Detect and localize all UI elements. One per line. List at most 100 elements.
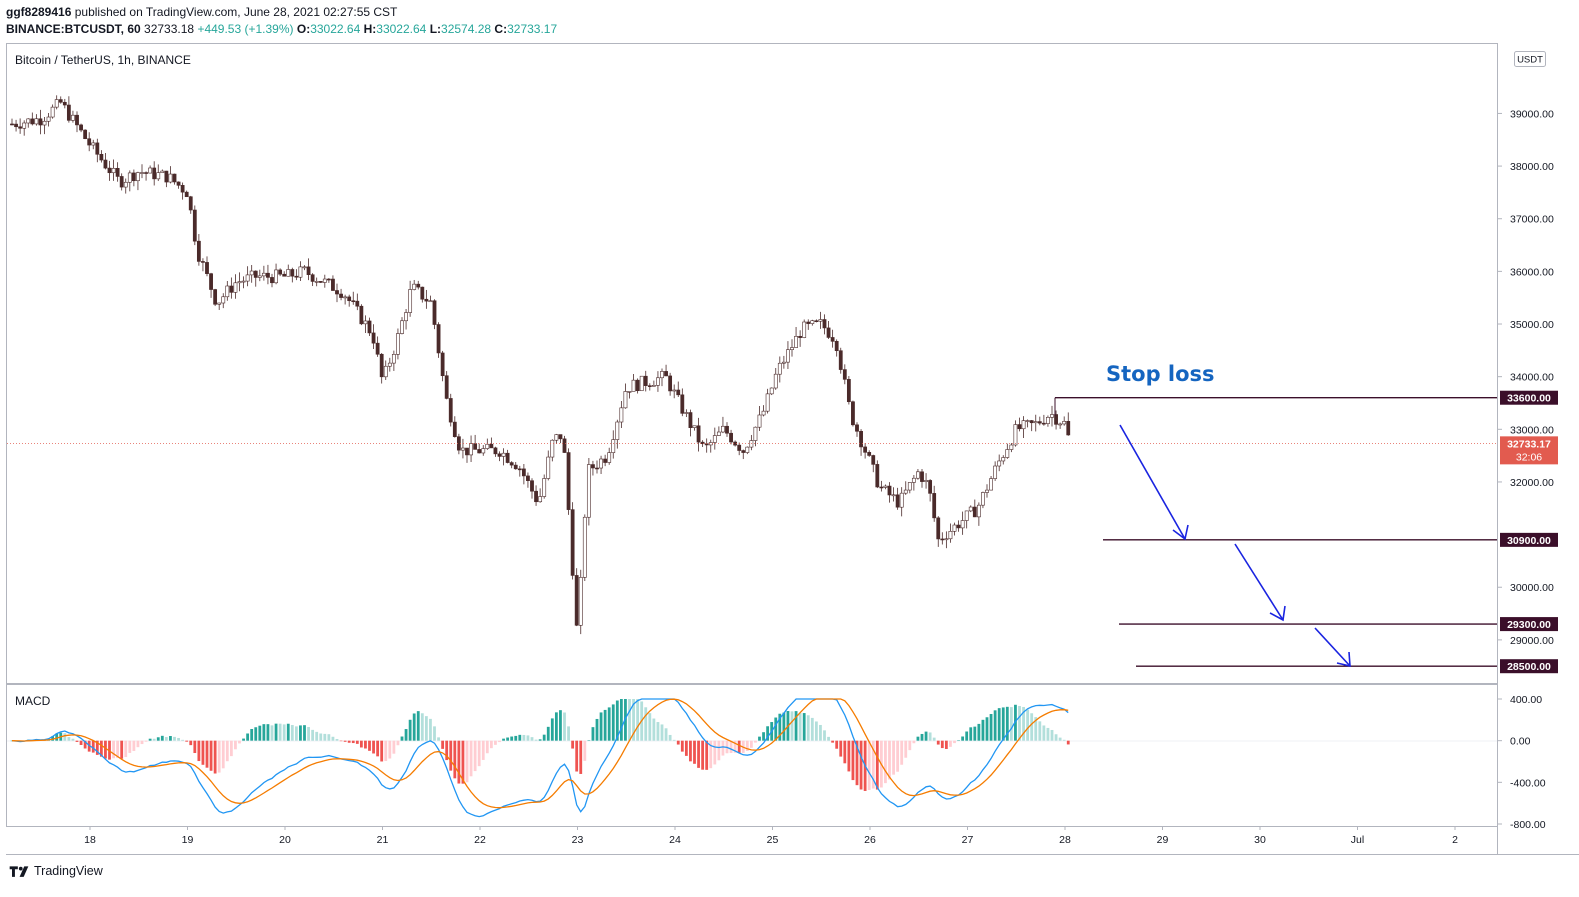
candle-body-99 (412, 283, 417, 290)
macd-bar-85 (355, 740, 359, 744)
macd-bar-69 (290, 725, 294, 741)
macd-bar-128 (530, 737, 534, 741)
candle-body-16 (75, 114, 79, 126)
time-tick-10: 28 (1059, 834, 1071, 846)
publisher-name[interactable]: ggf8289416 (6, 5, 72, 19)
macd-bar-26 (116, 740, 120, 758)
macd-bar-93 (388, 740, 392, 759)
candle-body-233 (956, 524, 961, 529)
footer-brand[interactable]: TradingView (8, 864, 103, 878)
candle-body-221 (907, 482, 912, 491)
macd-bar-227 (932, 737, 936, 741)
candle-body-189 (777, 362, 782, 375)
candle-body-5 (30, 118, 35, 125)
macd-bar-149 (615, 700, 619, 741)
change-label: +449.53 (+1.39%) (197, 22, 294, 36)
macd-bar-142 (587, 740, 591, 741)
candle-body-240 (985, 489, 989, 493)
candle-body-48 (205, 262, 209, 274)
macd-bar-103 (429, 718, 432, 741)
macd-bar-230 (944, 740, 948, 749)
candle-body-87 (363, 320, 368, 325)
candle-body-22 (99, 153, 104, 161)
macd-bar-112 (465, 740, 469, 783)
time-tick-13: Jul (1351, 834, 1364, 846)
candle-body-229 (940, 538, 945, 541)
macd-bar-46 (197, 740, 201, 762)
macd-bar-38 (164, 737, 168, 741)
level-tag-label-1: 30900.00 (1507, 535, 1551, 547)
candle-body-69 (290, 269, 295, 277)
candle-body-158 (651, 385, 656, 387)
candle-body-180 (741, 450, 746, 453)
candle-body-46 (196, 240, 201, 262)
candle-body-148 (611, 439, 616, 453)
candle-body-101 (420, 286, 425, 300)
candle-body-247 (1013, 424, 1018, 446)
macd-bar-243 (997, 708, 1001, 741)
close-label: C: (494, 22, 508, 36)
high-label: H: (363, 22, 377, 36)
currency-badge[interactable]: USDT (1514, 51, 1546, 67)
candle-body-176 (725, 425, 729, 434)
candle-body-181 (745, 446, 750, 453)
time-tick-9: 27 (962, 834, 974, 846)
level-tag-label-0: 33600.00 (1507, 393, 1551, 405)
candle-body-117 (485, 443, 490, 449)
macd-bar-184 (758, 736, 761, 741)
level-tag-2 (1500, 617, 1558, 632)
macd-bar-67 (282, 724, 286, 741)
candle-body-235 (964, 510, 969, 521)
candle-body-217 (891, 494, 896, 497)
price-tick-5: 34000.00 (1510, 372, 1554, 384)
macd-bar-208 (855, 740, 859, 786)
candle-body-84 (351, 300, 356, 303)
macd-bar-234 (961, 736, 965, 741)
macd-tick-1: 0.00 (1510, 736, 1531, 748)
macd-bar-216 (888, 740, 891, 780)
candle-body-153 (631, 379, 636, 392)
macd-bar-248 (1018, 706, 1021, 741)
macd-bar-111 (461, 740, 465, 784)
macd-bar-171 (705, 740, 709, 770)
candle-body-82 (343, 296, 348, 299)
time-tick-12: 30 (1254, 834, 1266, 846)
candle-body-7 (38, 118, 43, 126)
macd-bar-71 (299, 725, 302, 741)
candle-body-198 (814, 320, 819, 322)
macd-bar-45 (193, 740, 197, 754)
macd-bar-110 (457, 740, 461, 784)
macd-bar-130 (538, 739, 542, 741)
price-tick-0: 39000.00 (1510, 108, 1554, 120)
time-tick-4: 22 (474, 834, 486, 846)
macd-bar-173 (713, 740, 717, 765)
signal-line (11, 698, 1069, 809)
candle-body-9 (46, 116, 51, 122)
macd-bar-196 (806, 715, 810, 741)
macd-bar-172 (709, 740, 713, 769)
macd-bar-206 (847, 740, 851, 772)
macd-bar-143 (591, 727, 595, 741)
low-value: 32574.28 (441, 22, 492, 36)
macd-axis-ticks: 400.00 0.00 -400.00 -800.00 (1497, 694, 1546, 831)
candle-body-252 (1033, 421, 1038, 424)
candle-body-151 (623, 391, 628, 409)
candle-body-62 (261, 272, 266, 277)
macd-bar-123 (510, 736, 514, 741)
arrow-2 (1234, 543, 1286, 622)
macd-bar-197 (810, 717, 814, 741)
candle-body-100 (416, 283, 421, 288)
macd-bar-144 (595, 718, 599, 741)
macd-bar-211 (867, 740, 871, 790)
candle-body-107 (444, 375, 449, 399)
macd-bar-115 (477, 740, 481, 767)
candle-body-98 (408, 289, 413, 313)
macd-title: MACD (15, 694, 51, 708)
candle-body-55 (233, 282, 238, 293)
candle-body-127 (526, 475, 530, 481)
candle-body-88 (367, 320, 372, 334)
macd-bar-86 (359, 740, 363, 748)
macd-bar-161 (664, 728, 668, 741)
macd-bar-224 (920, 733, 924, 741)
